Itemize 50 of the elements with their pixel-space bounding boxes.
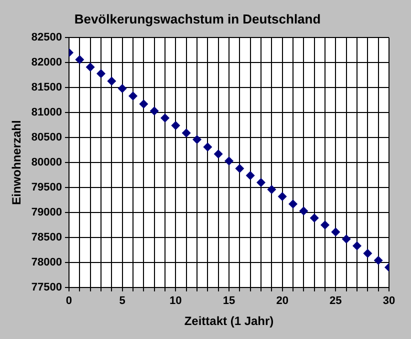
point — [246, 170, 255, 180]
x-tick-label: 20 — [276, 295, 288, 308]
point — [86, 62, 95, 72]
point — [374, 256, 383, 265]
point — [192, 135, 202, 144]
point — [214, 150, 223, 159]
point — [75, 55, 84, 64]
point — [288, 199, 298, 208]
point — [107, 76, 116, 86]
x-tick-label: 0 — [66, 295, 72, 308]
point — [320, 220, 330, 230]
point — [118, 84, 127, 94]
y-tick-label: 78500 — [31, 231, 62, 244]
y-tick-label: 78000 — [31, 256, 62, 268]
point — [160, 114, 170, 123]
point — [352, 241, 362, 250]
point — [363, 248, 372, 258]
point — [342, 234, 351, 244]
x-tick-label: 30 — [382, 295, 396, 308]
x-tick-label: 10 — [170, 295, 182, 308]
x-axis-title: Zeittakt (1 Jahr) — [184, 314, 274, 328]
y-tick-label: 80000 — [31, 156, 62, 169]
x-tick-label: 5 — [119, 295, 126, 308]
y-tick-label: 80500 — [31, 132, 62, 144]
point — [224, 156, 234, 166]
point — [171, 121, 180, 130]
x-tick-label: 15 — [222, 295, 236, 308]
point — [267, 184, 276, 194]
point — [182, 128, 191, 138]
y-tick-label: 82000 — [31, 56, 62, 69]
point — [203, 142, 212, 152]
point — [150, 106, 159, 116]
y-tick-label: 79500 — [31, 182, 62, 194]
y-tick-label: 79000 — [31, 206, 62, 218]
point — [256, 178, 266, 187]
y-tick-label: 77500 — [31, 281, 62, 294]
y-tick-label: 81500 — [31, 82, 62, 94]
point — [139, 100, 148, 109]
point — [310, 213, 319, 222]
point — [96, 69, 106, 78]
point — [128, 92, 138, 101]
y-axis-title: Einwohnerzahl — [10, 120, 24, 205]
point — [331, 227, 340, 236]
y-tick-label: 82500 — [31, 32, 62, 44]
chart-title: Bevölkerungswachstum in Deutschland — [74, 11, 321, 26]
x-tick-label: 25 — [330, 295, 342, 308]
point — [299, 206, 308, 216]
point — [235, 164, 244, 173]
y-tick-label: 81000 — [31, 106, 62, 119]
point — [278, 192, 287, 201]
